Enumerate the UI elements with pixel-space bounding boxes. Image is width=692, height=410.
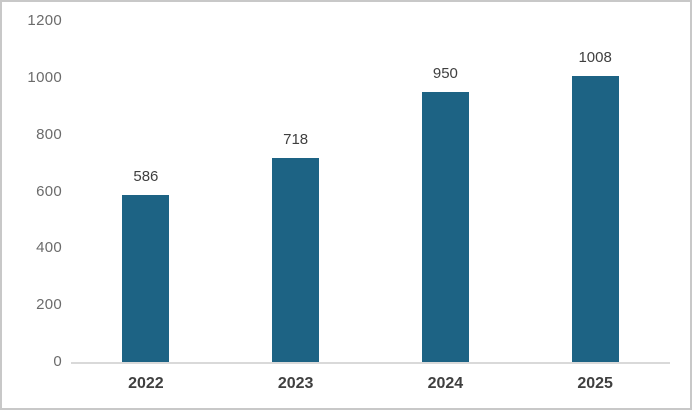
y-tick-label: 400	[36, 239, 62, 257]
x-tick-label-2024: 2024	[427, 375, 464, 392]
y-tick-label: 600	[36, 182, 62, 200]
x-axis-line	[71, 362, 670, 364]
x-tick-label-2023: 2023	[277, 375, 314, 392]
y-tick-label: 800	[36, 125, 62, 143]
bar-2025	[571, 75, 619, 362]
x-tick-label-2022: 2022	[128, 375, 164, 392]
y-tick-label: 200	[36, 296, 62, 314]
bar-value-label: 586	[133, 168, 159, 186]
bar-2022	[122, 195, 170, 362]
y-tick-label: 1000	[27, 68, 62, 86]
bar-value-label: 1008	[578, 48, 612, 66]
bar-2023	[272, 157, 320, 362]
x-tick-label-2025: 2025	[577, 375, 613, 392]
y-tick-label: 1200	[27, 12, 62, 29]
bar-value-label: 950	[432, 65, 458, 83]
y-tick-label: 0	[53, 353, 62, 370]
bar-value-label: 718	[283, 130, 309, 148]
bar-2024	[421, 92, 469, 362]
